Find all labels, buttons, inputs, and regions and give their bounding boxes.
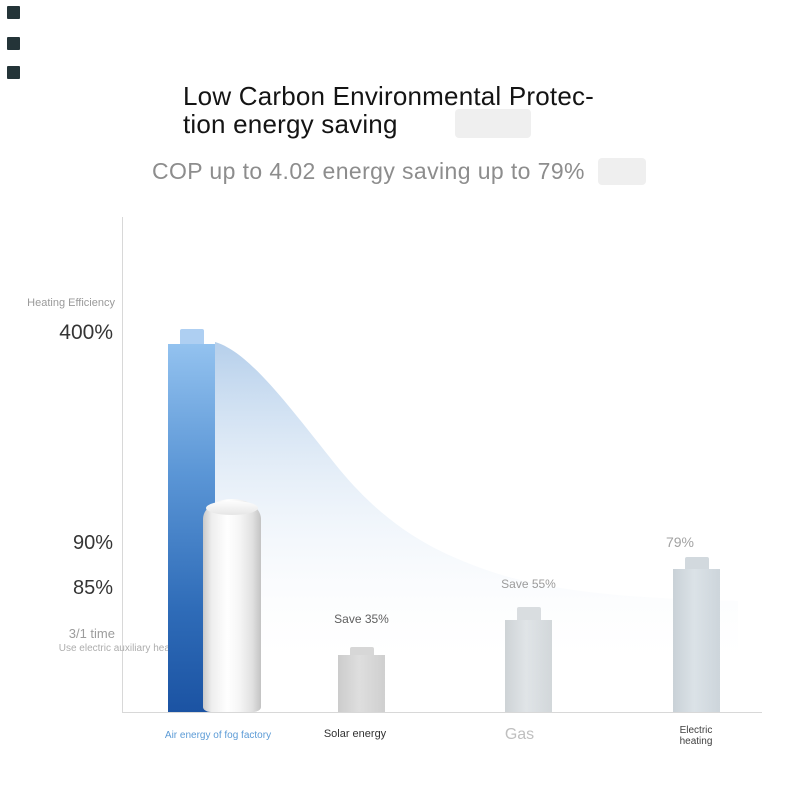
bar-cap-solar: [350, 647, 374, 656]
category-label-electric-line-2: heating: [679, 736, 713, 747]
bar-cap-gas: [517, 607, 541, 621]
annotation-79: 79%: [665, 534, 695, 550]
y-axis-line: [122, 217, 123, 712]
page-title: Low Carbon Environmental Protec- tion en…: [183, 82, 594, 138]
watermark-smudge: [455, 109, 531, 138]
x-axis-line: [122, 712, 762, 713]
bar-solar: [338, 655, 385, 712]
category-label-electric: Electric heating: [651, 725, 741, 747]
category-label-electric-line-1: Electric: [679, 725, 713, 736]
category-label-solar: Solar energy: [323, 728, 387, 740]
corner-thumbnail-2: [7, 37, 20, 50]
y-axis-title: Heating Efficiency: [27, 297, 115, 309]
bar-gas: [505, 620, 552, 712]
annotation-save-35: Save 35%: [334, 612, 389, 626]
annotation-save-55: Save 55%: [501, 577, 556, 591]
page-title-line-1: Low Carbon Environmental Protec-: [183, 81, 595, 111]
corner-thumbnail-3: [7, 66, 20, 79]
category-label-air-energy: Air energy of fog factory: [164, 730, 272, 741]
page-subtitle: COP up to 4.02 energy saving up to 79%: [152, 158, 585, 184]
water-heater-product-image: [203, 499, 261, 712]
bar-cap-air-energy: [180, 329, 204, 345]
y-note-auxiliary-heating: Use electric auxiliary heating: [58, 643, 186, 654]
page-title-line-2: tion energy saving: [183, 109, 398, 139]
bar-cap-electric: [685, 557, 709, 570]
category-label-gas: Gas: [504, 726, 535, 743]
corner-thumbnail-1: [7, 6, 20, 19]
y-tick-400: 400%: [59, 321, 113, 344]
watermark-smudge: [598, 158, 646, 185]
y-note-time: 3/1 time: [68, 626, 115, 641]
bar-electric: [673, 569, 720, 712]
y-tick-90: 90%: [72, 532, 113, 554]
y-tick-85: 85%: [72, 577, 113, 599]
